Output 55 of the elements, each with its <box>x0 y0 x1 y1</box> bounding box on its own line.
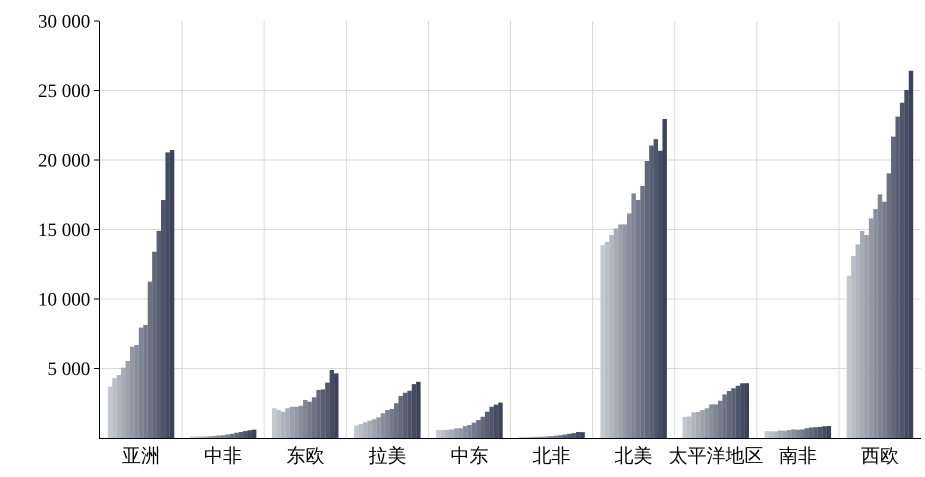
bar <box>462 426 468 438</box>
y-tick-label: 10 000 <box>38 290 90 311</box>
bar <box>372 419 376 438</box>
bar <box>380 413 386 438</box>
bar <box>412 384 416 438</box>
bar <box>285 408 290 438</box>
bar <box>458 428 463 438</box>
y-tick-label: 5 000 <box>47 359 90 380</box>
bar <box>498 402 503 438</box>
x-tick-label: 东欧 <box>286 446 324 467</box>
x-tick-label: 亚洲 <box>122 446 160 467</box>
bar <box>782 430 787 438</box>
bar <box>878 194 882 438</box>
y-tick-label: 30 000 <box>38 12 90 33</box>
bar <box>908 70 914 438</box>
bar <box>822 426 827 438</box>
x-tick-label: 拉美 <box>368 444 406 467</box>
bar <box>786 430 792 438</box>
bar <box>558 435 563 438</box>
bar <box>614 228 618 438</box>
y-tick-label: 20 000 <box>38 150 90 172</box>
bar <box>580 432 585 438</box>
bar <box>138 328 144 438</box>
x-tick-label: 西欧 <box>860 446 899 467</box>
bar <box>290 406 294 438</box>
bar <box>700 410 705 438</box>
bar <box>736 386 740 438</box>
x-tick-label: 中东 <box>450 446 488 467</box>
bar <box>726 391 732 438</box>
bar <box>436 430 441 438</box>
bar <box>791 429 796 438</box>
bar <box>494 404 498 438</box>
y-tick-label: 25 000 <box>38 81 90 102</box>
bar <box>112 378 117 438</box>
bar <box>225 434 230 438</box>
bar <box>316 390 321 438</box>
bar <box>467 424 472 438</box>
bar <box>402 392 408 438</box>
x-tick-label: 南非 <box>778 446 817 467</box>
bar <box>731 388 736 438</box>
bar <box>662 119 667 438</box>
x-tick-label: 中非 <box>204 446 242 467</box>
y-tick-label: 15 000 <box>38 220 90 242</box>
bar <box>813 427 818 438</box>
x-tick-label: 太平洋地区 <box>668 446 764 467</box>
bar <box>280 412 286 438</box>
x-tick-label: 北美 <box>614 444 653 467</box>
bar <box>252 430 256 438</box>
bar <box>691 412 696 438</box>
bar <box>696 412 700 438</box>
bar <box>170 150 174 438</box>
x-tick-label: 北非 <box>532 446 571 467</box>
bar <box>764 431 770 438</box>
bar <box>354 426 359 438</box>
bar <box>234 432 239 438</box>
